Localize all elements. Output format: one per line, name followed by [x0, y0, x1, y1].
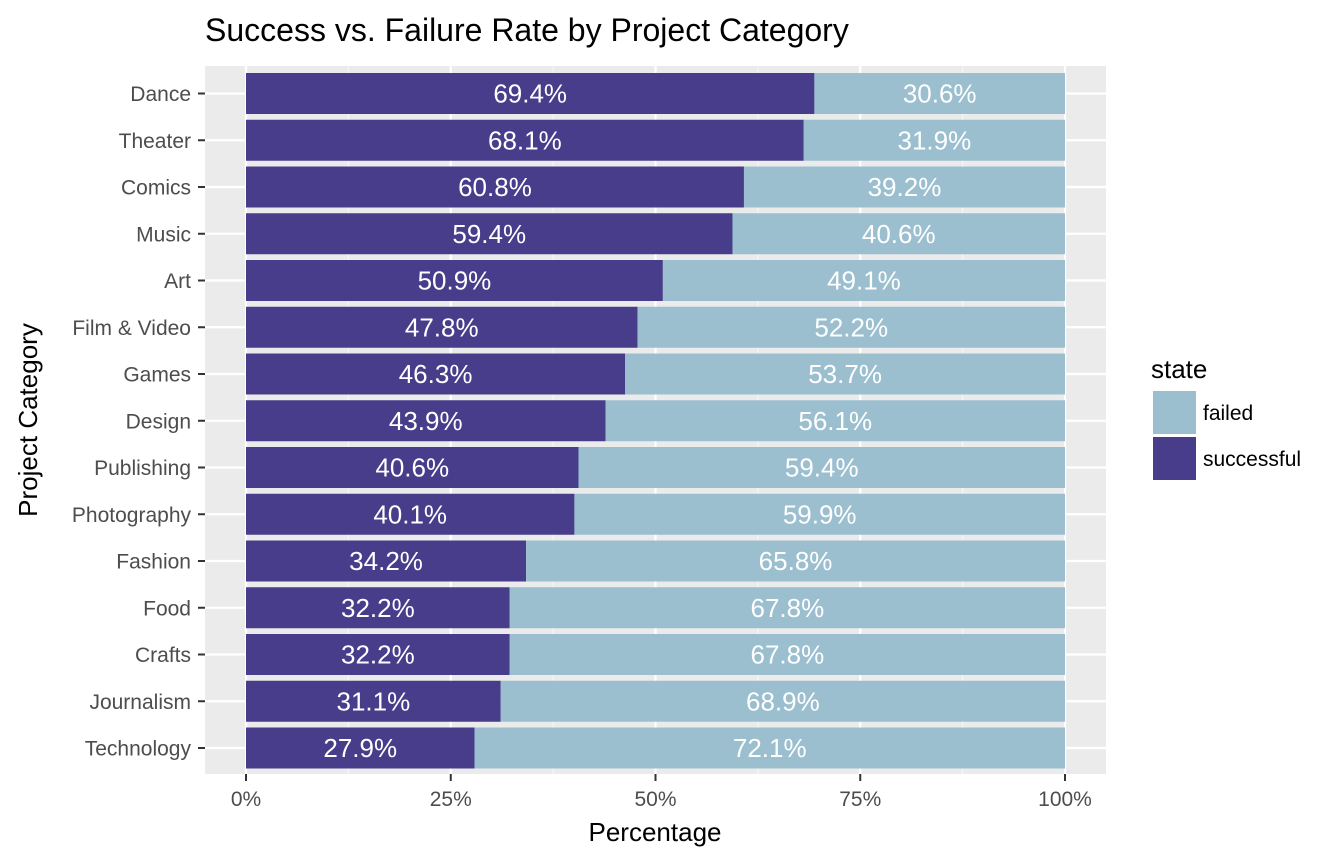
- bar-successful: [246, 73, 815, 114]
- y-tick-label: Design: [126, 410, 191, 433]
- y-tick-label: Comics: [121, 177, 191, 200]
- y-tick-label: Photography: [72, 504, 192, 527]
- bar-failed: [803, 119, 1065, 161]
- bar-successful: [246, 400, 606, 442]
- legend-key-failed: [1153, 391, 1196, 434]
- bar-label-failed: 31.9%: [898, 125, 972, 155]
- y-axis: Dance Theater Comics Music Art Film & Video Ga…: [72, 83, 205, 761]
- bar-label-failed: 67.8%: [750, 593, 824, 623]
- x-axis-title: Percentage: [589, 817, 722, 847]
- y-tick-label: Music: [136, 223, 191, 246]
- bar-label-failed: 67.8%: [750, 640, 824, 670]
- y-tick-label: Fashion: [116, 551, 191, 574]
- bar-failed: [526, 540, 1065, 582]
- x-tick-label: 50%: [634, 788, 676, 811]
- bar-label-failed: 49.1%: [827, 266, 901, 296]
- bar-failed: [474, 727, 1066, 769]
- bar-failed: [637, 306, 1065, 348]
- bar-successful: [246, 447, 579, 488]
- bar-label-failed: 40.6%: [862, 219, 936, 249]
- bar-successful: [246, 587, 510, 629]
- bar-label-successful: 32.2%: [341, 640, 415, 670]
- y-tick-label: Art: [164, 270, 191, 293]
- bar-label-successful: 60.8%: [458, 172, 532, 202]
- y-tick-label: Film & Video: [72, 317, 191, 340]
- bar-label-failed: 65.8%: [759, 546, 833, 576]
- chart-title: Success vs. Failure Rate by Project Cate…: [205, 12, 849, 48]
- bar-failed: [509, 587, 1065, 629]
- bar-failed: [743, 166, 1065, 208]
- bar-label-failed: 39.2%: [868, 172, 942, 202]
- bar-failed: [574, 493, 1065, 535]
- bar-label-successful: 40.1%: [373, 499, 447, 529]
- bar-failed: [509, 634, 1065, 675]
- bar-successful: [246, 634, 510, 675]
- bar-label-successful: 31.1%: [336, 686, 410, 716]
- legend-label-successful: successful: [1203, 448, 1301, 471]
- y-tick-label: Technology: [85, 738, 192, 761]
- bar-successful: [246, 306, 638, 348]
- legend-title: state: [1151, 354, 1207, 384]
- y-tick-label: Crafts: [135, 644, 191, 667]
- bar-label-failed: 56.1%: [798, 406, 872, 436]
- y-tick-label: Food: [143, 597, 191, 620]
- bar-label-failed: 53.7%: [808, 359, 882, 389]
- bar-successful: [246, 260, 663, 301]
- bar-failed: [732, 213, 1065, 255]
- bar-successful: [246, 540, 527, 582]
- bars: [246, 73, 1066, 769]
- bar-successful: [246, 119, 804, 161]
- bar-label-successful: 27.9%: [323, 733, 397, 763]
- bar-successful: [246, 213, 733, 255]
- bar-label-successful: 34.2%: [349, 546, 423, 576]
- bar-failed: [814, 73, 1065, 114]
- bar-successful: [246, 353, 626, 395]
- x-axis: 0% 25% 50% 75% 100%: [231, 774, 1092, 811]
- bar-label-successful: 59.4%: [452, 219, 526, 249]
- y-tick-label: Dance: [130, 83, 191, 106]
- legend-key-successful: [1153, 437, 1196, 480]
- bar-successful: [246, 727, 475, 769]
- x-tick-label: 100%: [1038, 788, 1092, 811]
- x-tick-label: 25%: [430, 788, 472, 811]
- bar-failed: [662, 260, 1065, 301]
- bar-failed: [578, 447, 1065, 488]
- legend: state failed successful: [1151, 354, 1301, 480]
- y-tick-label: Journalism: [89, 691, 191, 714]
- y-axis-title: Project Category: [13, 323, 43, 517]
- bar-label-successful: 50.9%: [418, 266, 492, 296]
- bar-label-failed: 52.2%: [814, 312, 888, 342]
- y-tick-label: Theater: [119, 130, 191, 153]
- bar-failed: [625, 353, 1065, 395]
- bar-label-failed: 68.9%: [746, 686, 820, 716]
- bar-label-successful: 43.9%: [389, 406, 463, 436]
- y-tick-label: Publishing: [94, 457, 191, 480]
- bar-value-labels: 69.4% 30.6% 68.1% 31.9% 60.8% 39.2% 59.4% 40.6%…: [323, 79, 976, 764]
- bar-label-successful: 68.1%: [488, 125, 562, 155]
- x-tick-label: 0%: [231, 788, 261, 811]
- bar-failed: [500, 680, 1066, 722]
- bar-successful: [246, 493, 575, 535]
- bar-successful: [246, 166, 744, 208]
- bar-label-successful: 40.6%: [375, 453, 449, 483]
- legend-entries: failed successful: [1153, 391, 1301, 480]
- bar-label-failed: 59.4%: [785, 453, 859, 483]
- bar-label-successful: 69.4%: [493, 79, 567, 109]
- bar-label-successful: 47.8%: [405, 312, 479, 342]
- bar-label-failed: 59.9%: [783, 499, 857, 529]
- bar-label-successful: 46.3%: [399, 359, 473, 389]
- bar-failed: [605, 400, 1065, 442]
- bar-successful: [246, 680, 501, 722]
- x-tick-label: 75%: [839, 788, 881, 811]
- bar-label-failed: 72.1%: [733, 733, 807, 763]
- y-tick-label: Games: [123, 364, 191, 387]
- bar-label-failed: 30.6%: [903, 79, 977, 109]
- legend-label-failed: failed: [1203, 402, 1253, 425]
- bar-label-successful: 32.2%: [341, 593, 415, 623]
